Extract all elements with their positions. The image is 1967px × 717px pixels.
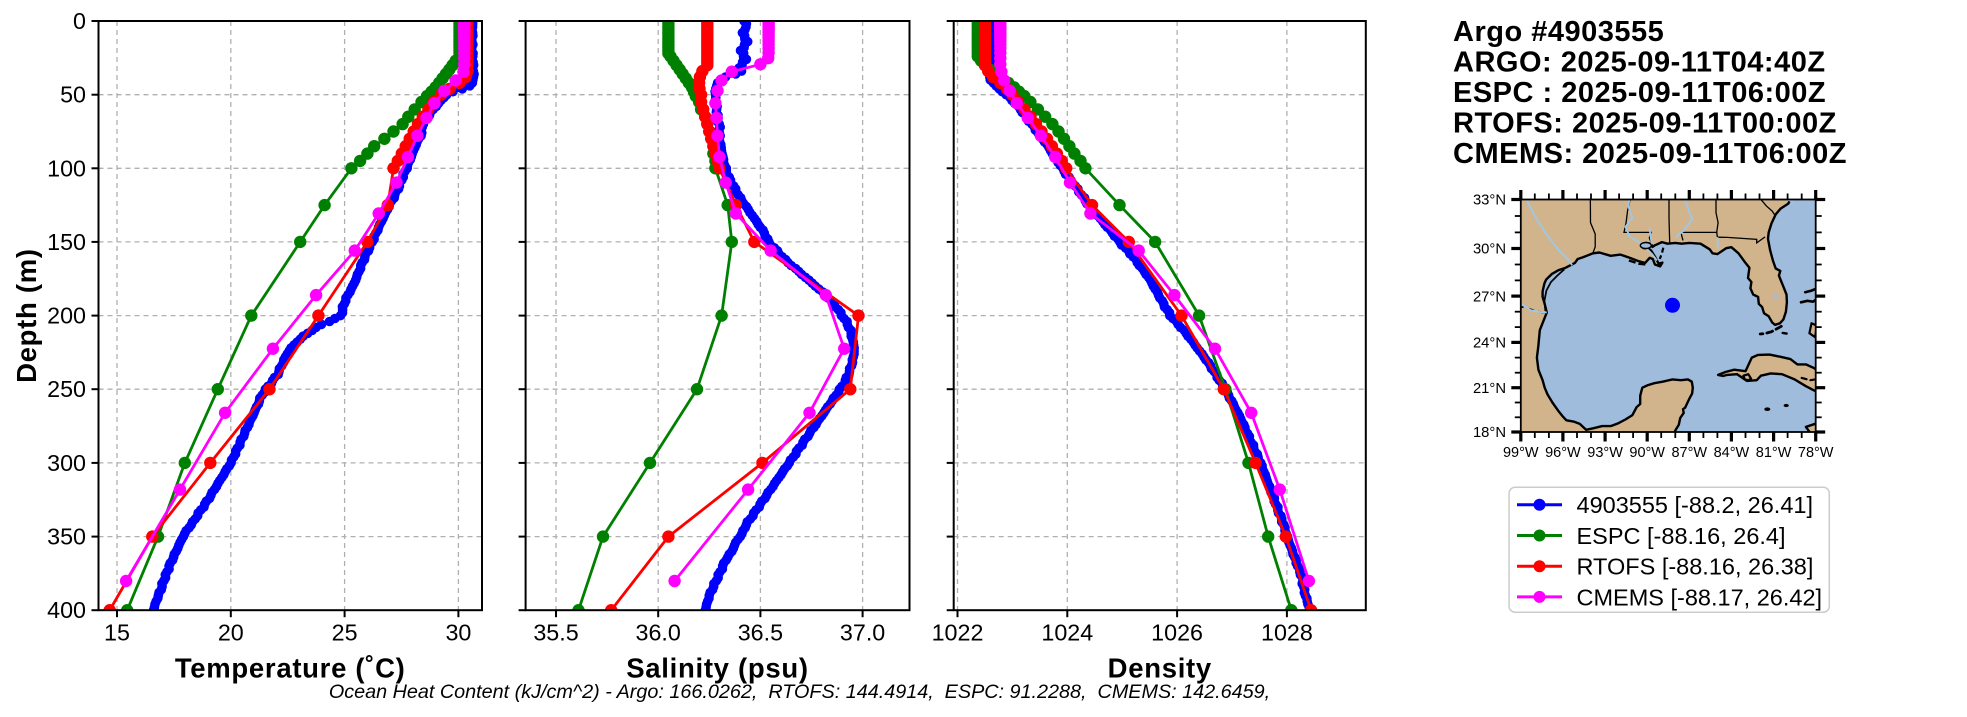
svg-text:36.5: 36.5 [738,620,783,646]
svg-text:36.0: 36.0 [636,620,681,646]
svg-text:100: 100 [47,155,86,181]
svg-text:30: 30 [445,620,471,646]
svg-text:35.5: 35.5 [533,620,578,646]
svg-text:350: 350 [47,524,86,550]
svg-text:Ocean Heat Content (kJ/cm^2) -: Ocean Heat Content (kJ/cm^2) - Argo: 166… [329,681,1270,703]
svg-text:200: 200 [47,303,86,329]
svg-text:50: 50 [60,82,86,108]
svg-text:25: 25 [332,620,358,646]
svg-text:Depth (m): Depth (m) [11,248,42,383]
svg-text:Salinity (psu): Salinity (psu) [626,653,808,684]
svg-text:RTOFS [-88.16, 26.38]: RTOFS [-88.16, 26.38] [1577,554,1814,580]
svg-text:4903555 [-88.2, 26.41]: 4903555 [-88.2, 26.41] [1577,492,1814,518]
svg-text:250: 250 [47,376,86,402]
svg-text:93°W: 93°W [1587,445,1623,461]
svg-text:30°N: 30°N [1473,242,1506,258]
svg-text:RTOFS: 2025-09-11T00:00Z: RTOFS: 2025-09-11T00:00Z [1453,108,1837,140]
svg-text:CMEMS [-88.17, 26.42]: CMEMS [-88.17, 26.42] [1577,584,1823,610]
svg-text:90°W: 90°W [1629,445,1665,461]
svg-text:20: 20 [218,620,244,646]
svg-text:Argo #4903555: Argo #4903555 [1453,16,1664,48]
svg-text:84°W: 84°W [1714,445,1750,461]
svg-text:18°N: 18°N [1473,425,1506,441]
svg-text:27°N: 27°N [1473,289,1506,305]
svg-text:ARGO: 2025-09-11T04:40Z: ARGO: 2025-09-11T04:40Z [1453,47,1826,79]
svg-text:96°W: 96°W [1545,445,1581,461]
svg-text:1024: 1024 [1041,620,1093,646]
svg-text:1026: 1026 [1151,620,1203,646]
svg-text:15: 15 [104,620,130,646]
svg-text:24°N: 24°N [1473,336,1506,352]
svg-text:300: 300 [47,450,86,476]
svg-text:37.0: 37.0 [840,620,885,646]
svg-text:87°W: 87°W [1671,445,1707,461]
svg-text:1028: 1028 [1261,620,1313,646]
svg-text:21°N: 21°N [1473,381,1506,397]
svg-text:150: 150 [47,229,86,255]
svg-text:1022: 1022 [932,620,984,646]
svg-text:ESPC [-88.16, 26.4]: ESPC [-88.16, 26.4] [1577,523,1786,549]
svg-text:0: 0 [73,8,86,34]
svg-text:78°W: 78°W [1798,445,1834,461]
svg-text:81°W: 81°W [1756,445,1792,461]
svg-text:33°N: 33°N [1473,193,1506,209]
svg-text:400: 400 [47,597,86,623]
svg-text:Density: Density [1108,653,1212,684]
svg-text:CMEMS: 2025-09-11T06:00Z: CMEMS: 2025-09-11T06:00Z [1453,138,1847,170]
svg-text:Temperature (˚C): Temperature (˚C) [175,653,406,684]
svg-text:ESPC : 2025-09-11T06:00Z: ESPC : 2025-09-11T06:00Z [1453,77,1826,109]
svg-text:99°W: 99°W [1503,445,1539,461]
